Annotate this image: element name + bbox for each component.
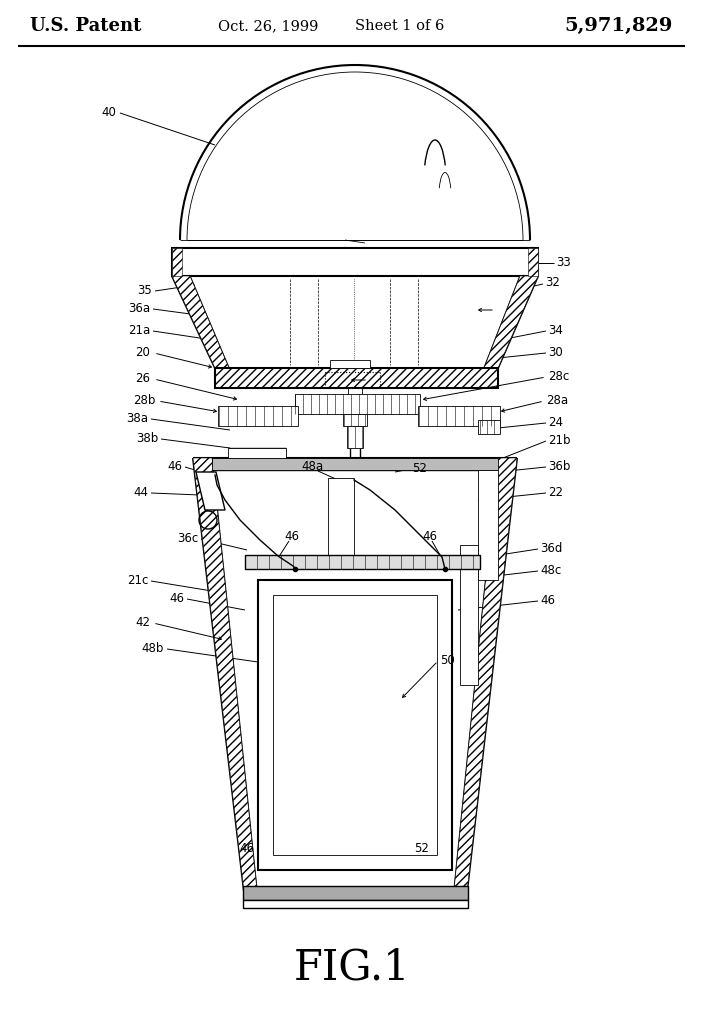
Text: 36b: 36b [548, 460, 570, 472]
Text: 40: 40 [101, 105, 116, 119]
Bar [218, 406, 298, 426]
Text: 48b: 48b [141, 641, 164, 654]
Text: 30: 30 [548, 345, 562, 358]
Bar [460, 545, 478, 685]
Text: 48a: 48a [301, 460, 323, 472]
Text: 28b: 28b [133, 393, 155, 407]
Text: 46: 46 [423, 529, 437, 543]
Bar [243, 900, 468, 908]
Text: 46: 46 [169, 592, 184, 604]
Text: 33: 33 [556, 256, 571, 268]
Text: 26: 26 [135, 372, 150, 384]
Text: 42: 42 [135, 615, 150, 629]
Bar [348, 388, 362, 406]
Bar [295, 394, 420, 414]
Bar [258, 580, 452, 870]
Text: 36d: 36d [540, 542, 562, 555]
Text: 44: 44 [133, 485, 148, 499]
Text: 22: 22 [548, 485, 563, 499]
Polygon shape [528, 248, 538, 276]
Bar [245, 555, 480, 569]
Text: 36c: 36c [176, 531, 198, 545]
Text: 48c: 48c [540, 563, 561, 577]
Text: 20: 20 [135, 345, 150, 358]
Polygon shape [193, 458, 258, 900]
Text: 21a: 21a [128, 324, 150, 337]
Text: 46: 46 [540, 594, 555, 606]
Text: 28c: 28c [548, 370, 569, 383]
Bar [347, 426, 363, 449]
Bar [330, 360, 370, 368]
Text: 52: 52 [412, 462, 427, 474]
Text: 52: 52 [414, 842, 429, 854]
Polygon shape [196, 472, 225, 510]
Bar [328, 478, 354, 558]
Text: 46: 46 [239, 842, 254, 854]
Text: 46: 46 [167, 460, 182, 472]
Bar [478, 470, 498, 580]
Text: FIG.1: FIG.1 [294, 947, 411, 989]
Text: U.S. Patent: U.S. Patent [30, 17, 141, 35]
Text: Sheet 1 of 6: Sheet 1 of 6 [355, 19, 445, 33]
Polygon shape [172, 248, 182, 276]
Polygon shape [172, 276, 229, 368]
Text: 28a: 28a [546, 393, 568, 407]
Text: 24: 24 [548, 416, 563, 428]
Bar [212, 458, 498, 470]
Text: 36a: 36a [128, 301, 150, 314]
Bar [172, 248, 538, 276]
Text: 35: 35 [137, 284, 152, 297]
Text: Oct. 26, 1999: Oct. 26, 1999 [218, 19, 318, 33]
Bar [228, 449, 286, 458]
Polygon shape [484, 276, 538, 368]
Text: 34: 34 [548, 324, 563, 337]
Text: 21c: 21c [127, 573, 148, 587]
Bar [343, 414, 367, 426]
Text: 50: 50 [440, 653, 455, 667]
Polygon shape [215, 368, 498, 388]
Text: 32: 32 [545, 276, 560, 290]
Text: 5,971,829: 5,971,829 [565, 17, 673, 35]
Text: 38b: 38b [136, 431, 158, 444]
Bar [215, 368, 498, 388]
Polygon shape [453, 458, 517, 900]
Text: 38a: 38a [126, 412, 148, 425]
Bar [243, 886, 468, 900]
Text: 21b: 21b [548, 433, 571, 446]
Bar [418, 406, 500, 426]
Bar [478, 420, 500, 434]
Bar [273, 595, 437, 855]
Text: 46: 46 [285, 529, 299, 543]
